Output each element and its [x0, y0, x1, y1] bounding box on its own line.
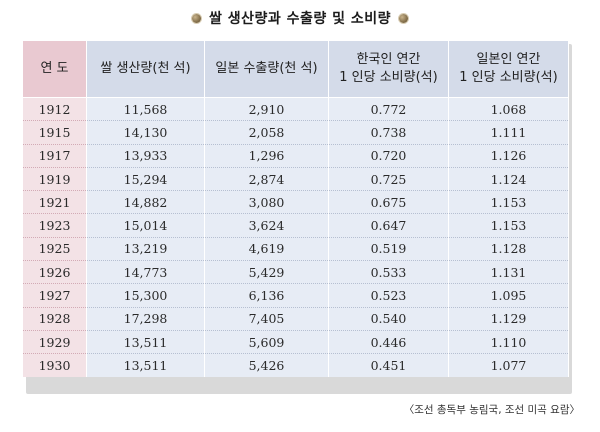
cell-korea-consumption: 0.720	[328, 144, 449, 168]
table-row: 1923 15,014 3,624 0.647 1.153	[22, 213, 569, 238]
cell-export: 3,080	[204, 190, 329, 215]
header-production: 쌀 생산량(천 석)	[86, 40, 205, 98]
cell-japan-consumption: 1.126	[448, 144, 569, 168]
header-japan-line2: 1 인당 소비량(석)	[459, 70, 558, 85]
cell-production: 14,773	[86, 260, 205, 285]
table-row: 1929 13,511 5,609 0.446 1.110	[22, 330, 569, 355]
cell-year: 1927	[22, 283, 87, 308]
cell-year: 1912	[22, 97, 87, 122]
cell-japan-consumption: 1.128	[448, 237, 569, 262]
cell-korea-consumption: 0.772	[328, 97, 449, 122]
cell-japan-consumption: 1.129	[448, 307, 569, 331]
table-header-row: 연 도 쌀 생산량(천 석) 일본 수출량(천 석) 한국인 연간 1 인당 소…	[22, 40, 569, 98]
header-korea-line1: 한국인 연간	[356, 52, 421, 67]
cell-japan-consumption: 1.153	[448, 190, 569, 215]
header-japan-consumption: 일본인 연간 1 인당 소비량(석)	[448, 40, 569, 98]
cell-production: 14,130	[86, 120, 205, 145]
cell-export: 5,429	[204, 260, 329, 285]
header-japan-line1: 일본인 연간	[476, 52, 541, 67]
cell-korea-consumption: 0.519	[328, 237, 449, 262]
cell-japan-consumption: 1.153	[448, 213, 569, 238]
header-export: 일본 수출량(천 석)	[204, 40, 329, 98]
cell-production: 15,300	[86, 283, 205, 308]
cell-year: 1923	[22, 213, 87, 238]
cell-year: 1930	[22, 353, 87, 377]
cell-export: 1,296	[204, 144, 329, 168]
cell-korea-consumption: 0.451	[328, 353, 449, 377]
table-row: 1930 13,511 5,426 0.451 1.077	[22, 353, 569, 377]
cell-year: 1919	[22, 167, 87, 192]
cell-export: 5,426	[204, 353, 329, 377]
header-korea-line2: 1 인당 소비량(석)	[339, 70, 438, 85]
cell-korea-consumption: 0.533	[328, 260, 449, 285]
table-row: 1921 14,882 3,080 0.675 1.153	[22, 190, 569, 215]
cell-korea-consumption: 0.675	[328, 190, 449, 215]
cell-korea-consumption: 0.647	[328, 213, 449, 238]
table-row: 1928 17,298 7,405 0.540 1.129	[22, 307, 569, 331]
table-row: 1919 15,294 2,874 0.725 1.124	[22, 167, 569, 192]
cell-japan-consumption: 1.124	[448, 167, 569, 192]
title-bar: 쌀 생산량과 수출량 및 소비량	[0, 6, 600, 30]
cell-korea-consumption: 0.725	[328, 167, 449, 192]
table-row: 1927 15,300 6,136 0.523 1.095	[22, 283, 569, 308]
cell-production: 15,014	[86, 213, 205, 238]
cell-export: 3,624	[204, 213, 329, 238]
table-row: 1915 14,130 2,058 0.738 1.111	[22, 120, 569, 145]
bullet-icon	[399, 13, 409, 23]
cell-japan-consumption: 1.095	[448, 283, 569, 308]
cell-year: 1928	[22, 307, 87, 331]
cell-production: 13,511	[86, 330, 205, 355]
rice-data-table: 연 도 쌀 생산량(천 석) 일본 수출량(천 석) 한국인 연간 1 인당 소…	[22, 40, 569, 377]
cell-export: 2,058	[204, 120, 329, 145]
cell-export: 6,136	[204, 283, 329, 308]
cell-korea-consumption: 0.523	[328, 283, 449, 308]
cell-production: 11,568	[86, 97, 205, 122]
cell-year: 1925	[22, 237, 87, 262]
table-row: 1917 13,933 1,296 0.720 1.126	[22, 144, 569, 168]
header-year: 연 도	[22, 40, 87, 98]
cell-korea-consumption: 0.446	[328, 330, 449, 355]
cell-year: 1929	[22, 330, 87, 355]
cell-japan-consumption: 1.131	[448, 260, 569, 285]
cell-japan-consumption: 1.110	[448, 330, 569, 355]
table-row: 1926 14,773 5,429 0.533 1.131	[22, 260, 569, 285]
cell-production: 15,294	[86, 167, 205, 192]
source-note: 〈조선 총독부 농림국, 조선 미곡 요람〉	[403, 404, 580, 416]
cell-export: 2,910	[204, 97, 329, 122]
cell-export: 4,619	[204, 237, 329, 262]
cell-year: 1917	[22, 144, 87, 168]
cell-korea-consumption: 0.540	[328, 307, 449, 331]
cell-year: 1921	[22, 190, 87, 215]
cell-production: 13,933	[86, 144, 205, 168]
cell-production: 13,219	[86, 237, 205, 262]
cell-production: 13,511	[86, 353, 205, 377]
cell-export: 7,405	[204, 307, 329, 331]
table-row: 1912 11,568 2,910 0.772 1.068	[22, 97, 569, 122]
header-korea-consumption: 한국인 연간 1 인당 소비량(석)	[328, 40, 449, 98]
cell-year: 1915	[22, 120, 87, 145]
cell-production: 17,298	[86, 307, 205, 331]
cell-japan-consumption: 1.077	[448, 353, 569, 377]
table-title: 쌀 생산량과 수출량 및 소비량	[208, 11, 392, 27]
cell-export: 5,609	[204, 330, 329, 355]
table-row: 1925 13,219 4,619 0.519 1.128	[22, 237, 569, 262]
cell-year: 1926	[22, 260, 87, 285]
cell-japan-consumption: 1.068	[448, 97, 569, 122]
bullet-icon	[191, 13, 201, 23]
cell-production: 14,882	[86, 190, 205, 215]
cell-japan-consumption: 1.111	[448, 120, 569, 145]
cell-export: 2,874	[204, 167, 329, 192]
cell-korea-consumption: 0.738	[328, 120, 449, 145]
